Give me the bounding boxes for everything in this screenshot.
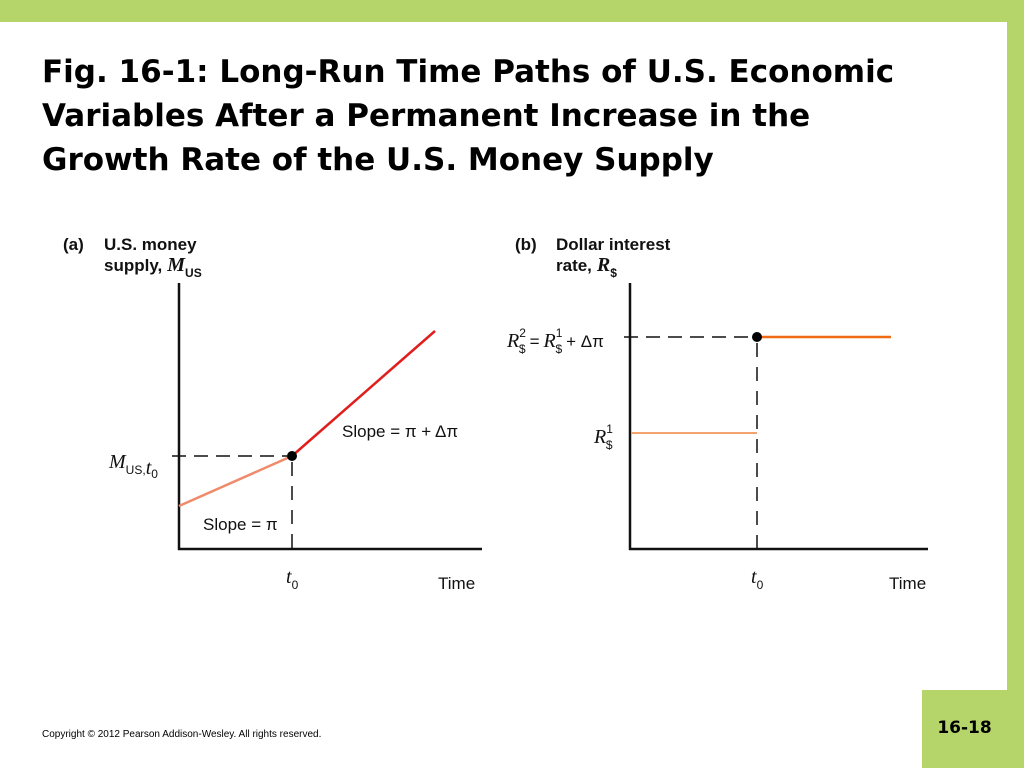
panel-a: (a) U.S. money supply, MUS Slope = π + Δπ… [63, 235, 482, 593]
panel-b-ylabel-line1: Dollar interest [556, 235, 671, 254]
title-line-1: Fig. 16-1: Long-Run Time Paths of U.S. E… [42, 54, 895, 90]
panel-a-slope-before-label: Slope = π [203, 515, 278, 534]
panel-a-ylabel-line1: U.S. money [104, 235, 197, 254]
panel-a-y-marker-label: MUS,t0 [108, 451, 158, 481]
title-line-2: Variables After a Permanent Increase in … [42, 98, 811, 134]
frame-right-bar [1007, 0, 1024, 768]
panel-b-x-marker-label: t0 [751, 566, 764, 592]
panel-b-t0-point [752, 332, 762, 342]
panel-b-ylabel-line2: rate, R$ [556, 254, 617, 280]
panel-a-slope-after-label: Slope = π + Δπ [342, 422, 458, 441]
panel-a-money-path-after [291, 330, 436, 457]
panel-b: (b) Dollar interest rate, R$ R2 $ = R1 $ + Δπ … [506, 235, 928, 593]
copyright-notice: Copyright © 2012 Pearson Addison-Wesley.… [42, 729, 322, 740]
panel-b-r2-label: R2 $ = R1 $ + Δπ [506, 326, 604, 356]
panel-a-t0-point [287, 451, 297, 461]
panel-a-x-marker-label: t0 [286, 566, 299, 592]
panel-b-xlabel: Time [889, 574, 926, 593]
panel-a-money-path-before [178, 454, 293, 508]
title-line-3: Growth Rate of the U.S. Money Supply [42, 142, 714, 178]
panel-a-tag: (a) [63, 235, 84, 254]
panel-b-tag: (b) [515, 235, 537, 254]
slide-title: Fig. 16-1: Long-Run Time Paths of U.S. E… [42, 50, 992, 182]
panel-a-xlabel: Time [438, 574, 475, 593]
frame-top-bar [0, 0, 1024, 22]
page-number: 16-18 [937, 718, 992, 738]
panel-b-r1-label: R1 $ [593, 422, 613, 452]
page-number-badge: 16-18 [922, 690, 1024, 768]
panel-a-ylabel-line2: supply, MUS [104, 254, 202, 280]
